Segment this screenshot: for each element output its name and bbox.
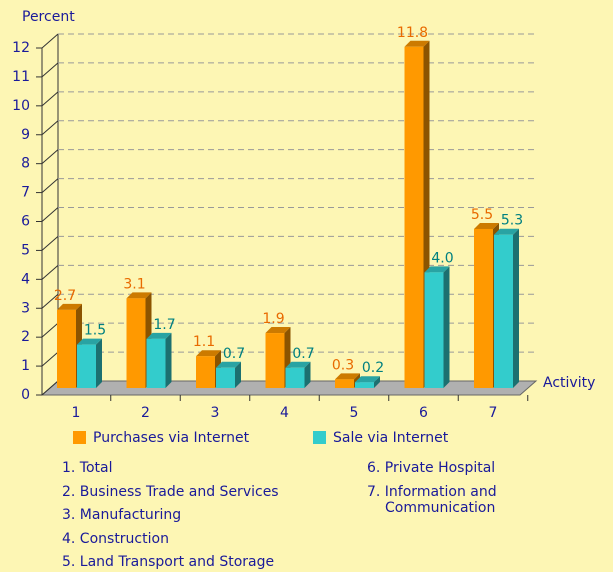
bar-top bbox=[126, 292, 152, 299]
data-label: 1.5 bbox=[84, 323, 106, 339]
footnote: 6. Private Hospital bbox=[367, 460, 496, 476]
bar-top bbox=[494, 228, 519, 235]
bar bbox=[216, 367, 235, 388]
footnote: 4. Construction bbox=[62, 531, 169, 547]
y-tick-label: 3 bbox=[21, 300, 30, 316]
x-axis-label: Activity bbox=[543, 375, 595, 391]
bar bbox=[265, 333, 285, 388]
chart: Percent Activity 012345678910111212.71.5… bbox=[12, 9, 595, 446]
legend-swatch bbox=[73, 431, 86, 444]
x-tick-label: 7 bbox=[489, 405, 498, 421]
data-label: 4.0 bbox=[431, 250, 453, 266]
footnote: 7. Information and Communication bbox=[367, 484, 497, 516]
y-tick-label: 4 bbox=[21, 271, 30, 287]
left-wall-line bbox=[41, 236, 59, 251]
left-wall-line bbox=[41, 293, 59, 309]
bar-top bbox=[355, 376, 380, 383]
left-wall-line bbox=[41, 33, 59, 49]
y-tick-label: 9 bbox=[21, 127, 30, 143]
data-label: 2.7 bbox=[54, 288, 76, 304]
data-label: 0.7 bbox=[292, 346, 314, 362]
left-wall-line bbox=[41, 91, 59, 107]
bar-top bbox=[196, 350, 221, 357]
y-tick-label: 10 bbox=[12, 98, 30, 114]
y-tick-label: 2 bbox=[21, 329, 30, 345]
data-label: 1.7 bbox=[153, 317, 175, 333]
left-wall-line bbox=[41, 264, 59, 280]
bar-top bbox=[285, 361, 311, 368]
bar bbox=[285, 367, 305, 388]
x-tick-label: 4 bbox=[280, 405, 289, 421]
data-label: 0.3 bbox=[332, 357, 354, 373]
bar-top bbox=[404, 40, 430, 47]
data-label: 1.1 bbox=[193, 334, 215, 350]
footnote: 5. Land Transport and Storage bbox=[62, 554, 275, 570]
bar-top bbox=[216, 361, 241, 368]
data-label: 5.3 bbox=[501, 213, 523, 229]
bar-side bbox=[304, 361, 311, 388]
bar bbox=[57, 309, 76, 388]
bar bbox=[424, 272, 444, 388]
bar-top bbox=[146, 332, 172, 339]
bar-side bbox=[165, 332, 172, 388]
bar bbox=[126, 298, 146, 388]
data-label: 1.9 bbox=[262, 311, 284, 327]
bar bbox=[77, 344, 96, 388]
y-tick-label: 1 bbox=[21, 358, 30, 374]
y-tick-label: 7 bbox=[21, 185, 30, 201]
left-wall-line bbox=[41, 62, 59, 78]
y-tick-label: 8 bbox=[21, 156, 30, 172]
data-label: 3.1 bbox=[123, 276, 145, 292]
bar-side bbox=[374, 376, 380, 388]
bar bbox=[196, 356, 215, 388]
x-tick-label: 6 bbox=[419, 405, 428, 421]
legend-label: Purchases via Internet bbox=[93, 430, 250, 446]
bar-top bbox=[77, 338, 102, 345]
bar bbox=[146, 338, 166, 388]
bar-top bbox=[57, 303, 82, 310]
y-tick-label: 6 bbox=[21, 214, 30, 230]
legend-swatch bbox=[313, 431, 326, 444]
left-wall-line bbox=[41, 207, 59, 222]
x-tick-label: 1 bbox=[72, 405, 81, 421]
left-wall-line bbox=[41, 149, 59, 165]
left-wall-line bbox=[41, 322, 59, 338]
bar-top bbox=[424, 266, 450, 273]
bar bbox=[355, 382, 374, 388]
footnote: 3. Manufacturing bbox=[62, 507, 182, 523]
y-axis-label: Percent bbox=[22, 9, 75, 25]
data-label: 0.7 bbox=[223, 346, 245, 362]
bar-top bbox=[265, 327, 291, 334]
left-wall-line bbox=[41, 120, 59, 136]
x-tick-label: 5 bbox=[350, 405, 359, 421]
left-wall-line bbox=[41, 380, 59, 396]
footnote: 2. Business Trade and Services bbox=[62, 484, 279, 500]
bar bbox=[474, 228, 493, 388]
bar-side bbox=[96, 338, 102, 388]
bar bbox=[404, 46, 424, 389]
left-wall-line bbox=[41, 351, 59, 367]
x-tick-label: 2 bbox=[141, 405, 150, 421]
y-tick-label: 12 bbox=[12, 40, 30, 56]
bar-side bbox=[235, 361, 241, 388]
bar-side bbox=[443, 266, 450, 388]
bar-side bbox=[513, 228, 519, 388]
y-tick-label: 11 bbox=[12, 69, 30, 85]
bar bbox=[494, 234, 513, 388]
data-label: 5.5 bbox=[471, 207, 493, 223]
data-label: 11.8 bbox=[397, 25, 428, 41]
data-label: 0.2 bbox=[362, 360, 384, 376]
y-tick-label: 0 bbox=[21, 387, 30, 403]
footnote: 1. Total bbox=[62, 460, 113, 476]
legend-label: Sale via Internet bbox=[333, 430, 449, 446]
bar-top bbox=[474, 222, 499, 229]
bar bbox=[335, 379, 354, 388]
y-tick-label: 5 bbox=[21, 242, 30, 258]
left-wall-line bbox=[41, 178, 59, 193]
x-tick-label: 3 bbox=[211, 405, 220, 421]
bar-top bbox=[335, 373, 360, 380]
